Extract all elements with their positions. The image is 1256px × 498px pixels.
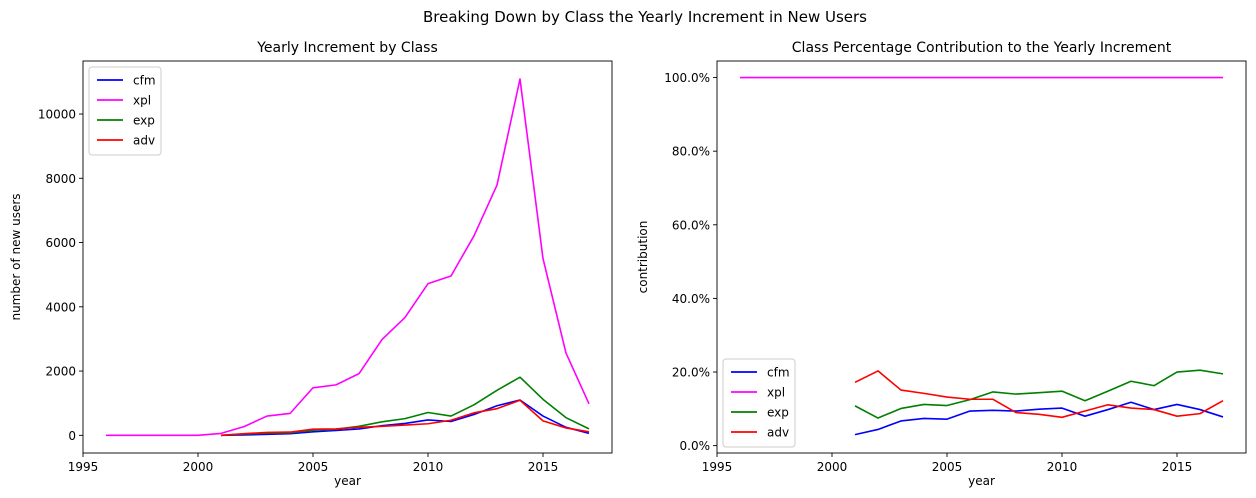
y-tick-label: 40.0% [672,292,710,306]
figure-title: Breaking Down by Class the Yearly Increm… [423,8,867,26]
series-line-exp [220,376,590,437]
chart-title: Yearly Increment by Class [256,40,438,56]
y-tick-label: 0.0% [680,439,711,453]
series-line-adv [854,370,1224,419]
plot-frame [716,60,1247,454]
legend-label-xpl: xpl [767,386,785,400]
y-tick-label: 100.0% [664,71,710,85]
y-tick-label: 6000 [45,236,76,250]
chart-panel-1: 1995 2000 2005 2010 2015 0 2000 4000 6000 8000 100… [9,40,613,488]
legend-label-exp: exp [133,114,155,128]
legend-label-adv: adv [133,134,155,148]
legend: cfm xpl exp adv [722,358,796,448]
chart-title: Class Percentage Contribution to the Yea… [792,40,1172,56]
x-tick-label: 1995 [68,460,99,474]
chart-panel-2: 1995 2000 2005 2010 2015 0.0% 20.0% 40.0% 60.0% 8… [636,40,1247,488]
y-tick-label: 2000 [45,365,76,379]
y-tick-label: 0 [68,429,76,443]
series-line-xpl [106,78,590,437]
x-tick-label: 2010 [1047,460,1078,474]
y-axis-label: contribution [636,221,650,294]
y-tick-label: 60.0% [672,218,710,232]
x-axis-label: year [968,474,995,488]
x-tick-label: 2000 [817,460,848,474]
series-line-cfm [220,399,590,437]
legend-box [88,66,162,156]
series-line-adv [220,399,590,437]
series-line-exp [854,369,1224,419]
x-tick-label: 2010 [413,460,444,474]
legend: cfm xpl exp adv [88,66,162,156]
x-tick-label: 2015 [1162,460,1193,474]
x-tick-label: 1995 [702,460,733,474]
legend-label-adv: adv [767,426,789,440]
legend-box [722,358,796,448]
y-tick-label: 8000 [45,172,76,186]
series-line-cfm [854,401,1224,436]
plot-frame [82,60,613,454]
x-axis-label: year [334,474,361,488]
y-tick-label: 4000 [45,300,76,314]
y-tick-label: 20.0% [672,366,710,380]
y-tick-label: 10000 [38,108,76,122]
x-tick-label: 2005 [932,460,963,474]
legend-label-cfm: cfm [767,366,790,380]
legend-label-exp: exp [767,406,789,420]
x-tick-label: 2005 [298,460,329,474]
x-tick-label: 2000 [183,460,214,474]
y-axis-label: number of new users [9,193,23,320]
y-tick-label: 80.0% [672,145,710,159]
legend-label-xpl: xpl [133,94,151,108]
legend-label-cfm: cfm [133,74,156,88]
x-tick-label: 2015 [528,460,559,474]
